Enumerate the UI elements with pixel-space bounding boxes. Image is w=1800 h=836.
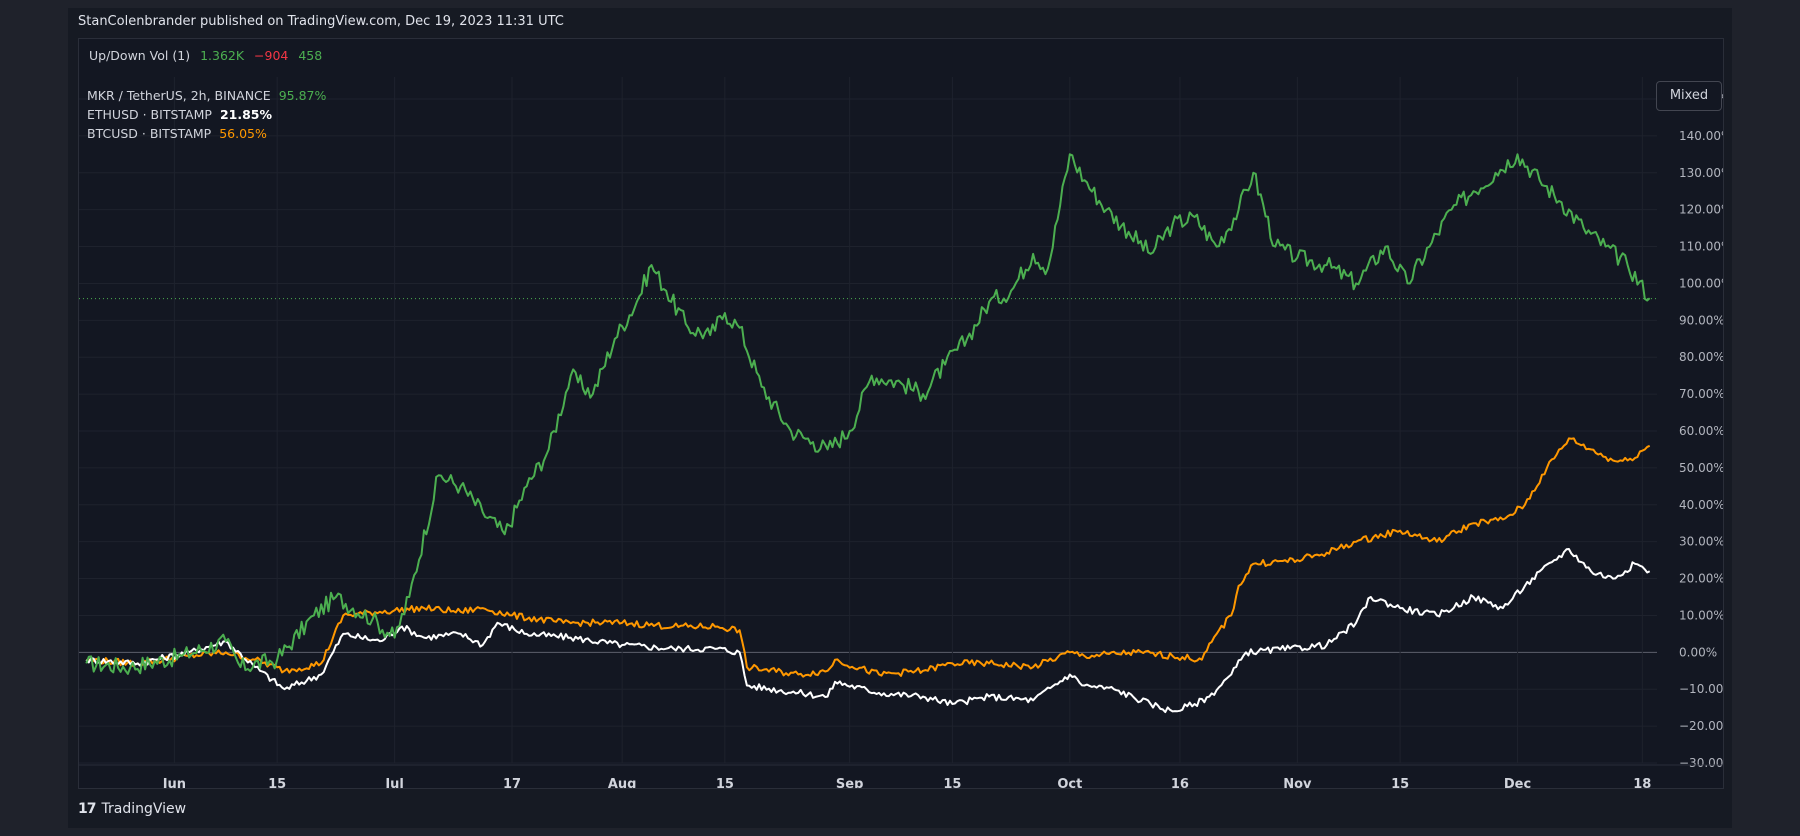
legend-item-eth[interactable]: ETHUSD · BITSTAMP 21.85% (87, 107, 272, 122)
legend-value-mkr: 95.87% (278, 88, 327, 103)
y-tick-label: 130.00% (1679, 166, 1723, 180)
y-tick-label: 110.00% (1679, 240, 1723, 254)
volume-indicator-name[interactable]: Up/Down Vol (1) (89, 48, 191, 63)
footer-brand: TradingView (101, 801, 187, 817)
legend-item-mkr[interactable]: MKR / TetherUS, 2h, BINANCE 95.87% (87, 88, 326, 103)
x-tick-label: 18 (1633, 777, 1651, 788)
y-tick-label: 0.00% (1679, 645, 1717, 659)
y-tick-label: 100.00% (1679, 276, 1723, 290)
legend-name-eth: ETHUSD · BITSTAMP (87, 107, 212, 122)
y-tick-label: 30.00% (1679, 535, 1723, 549)
legend-item-btc[interactable]: BTCUSD · BITSTAMP 56.05% (87, 126, 267, 141)
publisher-caption: StanColenbrander published on TradingVie… (78, 14, 564, 29)
y-tick-label: 70.00% (1679, 387, 1723, 401)
legend-name-mkr: MKR / TetherUS, 2h, BINANCE (87, 88, 271, 103)
x-tick-label: 17 (503, 777, 521, 788)
y-tick-label: 40.00% (1679, 498, 1723, 512)
y-tick-label: −20.00% (1679, 719, 1723, 733)
volume-up-value: 1.362K (200, 48, 245, 63)
x-tick-label: Nov (1283, 777, 1312, 788)
volume-indicator-legend: Up/Down Vol (1) 1.362K −904 458 (89, 48, 328, 63)
tradingview-footer[interactable]: 17 TradingView (78, 799, 186, 819)
x-tick-label: Sep (836, 777, 864, 788)
x-tick-label: 15 (268, 777, 286, 788)
volume-down-value: −904 (254, 48, 289, 63)
volume-indicator-pane[interactable]: Up/Down Vol (1) 1.362K −904 458 (78, 38, 1724, 78)
y-tick-label: 10.00% (1679, 608, 1723, 622)
x-tick-label: 15 (716, 777, 734, 788)
legend-value-eth: 21.85% (219, 107, 273, 122)
series-line-btc (85, 437, 1651, 678)
x-tick-label: Dec (1504, 777, 1531, 788)
y-tick-label: 20.00% (1679, 572, 1723, 586)
x-tick-label: 16 (1171, 777, 1189, 788)
series-line-mkr (85, 153, 1651, 675)
legend-name-btc: BTCUSD · BITSTAMP (87, 126, 212, 141)
y-tick-label: −10.00% (1679, 682, 1723, 696)
volume-delta-value: 458 (298, 48, 323, 63)
y-tick-label: 60.00% (1679, 424, 1723, 438)
price-chart-pane[interactable]: 15 0.00% 140.00% 130.00% 120.00% 110.00% 100.0… (78, 77, 1724, 789)
x-tick-label: 15 (943, 777, 961, 788)
y-tick-label: 140.00% (1679, 129, 1723, 143)
scale-mode-button[interactable]: Mixed (1656, 81, 1722, 111)
x-tick-label: 15 (1391, 777, 1409, 788)
y-tick-label: 120.00% (1679, 203, 1723, 217)
tradingview-logo-icon: 17 (78, 801, 97, 817)
legend-value-btc: 56.05% (219, 126, 267, 141)
y-tick-label: 80.00% (1679, 350, 1723, 364)
x-tick-label: Oct (1057, 777, 1082, 788)
comparison-chart[interactable]: 15 0.00% 140.00% 130.00% 120.00% 110.00% 100.0… (79, 77, 1723, 788)
x-tick-label: Jun (162, 777, 186, 788)
x-tick-label: Jul (384, 777, 404, 788)
series-line-eth (85, 548, 1651, 714)
y-tick-label: 90.00% (1679, 313, 1723, 327)
x-tick-label: Aug (608, 777, 637, 788)
y-tick-label: −30.00% (1679, 756, 1723, 770)
y-tick-label: 50.00% (1679, 461, 1723, 475)
